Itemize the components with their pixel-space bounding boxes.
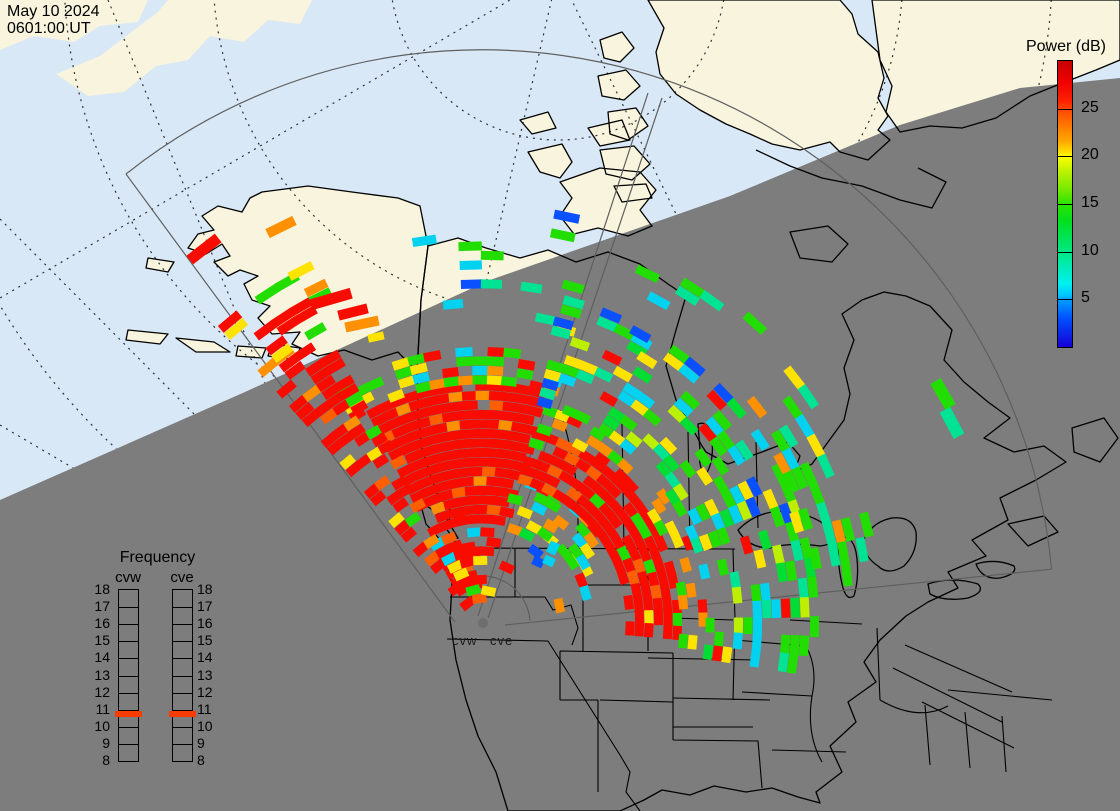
frequency-scale-number: 15 bbox=[94, 632, 110, 649]
frequency-scale-tick bbox=[173, 693, 192, 694]
frequency-scale-tick bbox=[173, 624, 192, 625]
colorbar-tick bbox=[1058, 109, 1072, 110]
frequency-scale-number: 8 bbox=[102, 752, 110, 768]
frequency-scale-number: 14 bbox=[197, 649, 213, 666]
colorbar-tick bbox=[1058, 204, 1072, 205]
frequency-scale-tick bbox=[173, 710, 192, 711]
frequency-scale-number: 13 bbox=[94, 666, 110, 683]
frequency-scale-number: 16 bbox=[94, 615, 110, 632]
frequency-scale-number: 14 bbox=[94, 649, 110, 666]
frequency-scale-bar bbox=[172, 589, 193, 762]
frequency-scale-tick bbox=[119, 693, 138, 694]
frequency-scale-tick bbox=[119, 744, 138, 745]
colorbar-tick bbox=[1058, 299, 1072, 300]
frequency-scale-number: 12 bbox=[94, 683, 110, 700]
frequency-scale-number: 9 bbox=[102, 734, 110, 751]
frequency-col-cve: cve bbox=[170, 569, 194, 586]
frequency-scale-number: 13 bbox=[197, 666, 213, 683]
frequency-scale-tick bbox=[173, 727, 192, 728]
frequency-scale-tick bbox=[119, 710, 138, 711]
frequency-scale-tick bbox=[119, 658, 138, 659]
colorbar-tick-label: 10 bbox=[1081, 241, 1099, 259]
frequency-scale-tick bbox=[119, 624, 138, 625]
time-label: 0601:00 UT bbox=[7, 20, 91, 37]
colorbar-title: Power (dB) bbox=[1025, 38, 1107, 55]
frequency-marker bbox=[169, 711, 196, 717]
frequency-scale-tick bbox=[173, 658, 192, 659]
frequency-scale-number: 18 bbox=[94, 581, 110, 597]
frequency-scale-number: 10 bbox=[94, 717, 110, 734]
frequency-scale-number: 11 bbox=[95, 700, 110, 717]
frequency-scale-tick bbox=[173, 744, 192, 745]
frequency-scale-number: 17 bbox=[197, 598, 213, 615]
frequency-scale-tick bbox=[119, 641, 138, 642]
frequency-scale-number: 12 bbox=[197, 683, 213, 700]
colorbar-tick-label: 5 bbox=[1081, 289, 1090, 307]
frequency-scale-tick bbox=[119, 607, 138, 608]
colorbar-tick-label: 20 bbox=[1081, 146, 1099, 164]
frequency-scale-number: 11 bbox=[197, 700, 212, 717]
frequency-scale-tick bbox=[119, 676, 138, 677]
colorbar-tick bbox=[1058, 252, 1072, 253]
graticule bbox=[0, 0, 1120, 500]
frequency-scale-tick bbox=[173, 676, 192, 677]
radar-echo-cells bbox=[186, 209, 965, 674]
frequency-scale-number: 9 bbox=[197, 734, 205, 751]
map-site-label-cvw: cvw bbox=[452, 633, 478, 648]
timestamp-block: May 10 2024 0601:00 UT bbox=[7, 3, 100, 37]
frequency-scale-tick bbox=[119, 727, 138, 728]
power-colorbar bbox=[1057, 60, 1073, 348]
frequency-scale-number: 10 bbox=[197, 717, 213, 734]
colorbar-tick-label: 25 bbox=[1081, 98, 1099, 116]
radar-site-dot bbox=[478, 618, 488, 628]
frequency-col-cvw: cvw bbox=[115, 569, 141, 586]
landmass-russia bbox=[0, 0, 312, 96]
frequency-scale-tick bbox=[173, 641, 192, 642]
frequency-scale-number: 17 bbox=[94, 598, 110, 615]
frequency-marker bbox=[115, 711, 142, 717]
radar-fov-outline bbox=[125, 49, 1053, 626]
frequency-scale-bar bbox=[118, 589, 139, 762]
frequency-scale-number: 8 bbox=[197, 752, 205, 768]
frequency-scale-number: 15 bbox=[197, 632, 213, 649]
frequency-scale-tick bbox=[173, 607, 192, 608]
frequency-scale-number: 16 bbox=[197, 615, 213, 632]
colorbar-tick bbox=[1058, 156, 1072, 157]
frequency-scale-number: 18 bbox=[197, 581, 213, 597]
colorbar-tick-label: 15 bbox=[1081, 194, 1099, 211]
date-label: May 10 2024 bbox=[7, 3, 100, 20]
map-site-label-cve: cve bbox=[490, 633, 514, 648]
frequency-legend-title: Frequency bbox=[119, 549, 196, 566]
